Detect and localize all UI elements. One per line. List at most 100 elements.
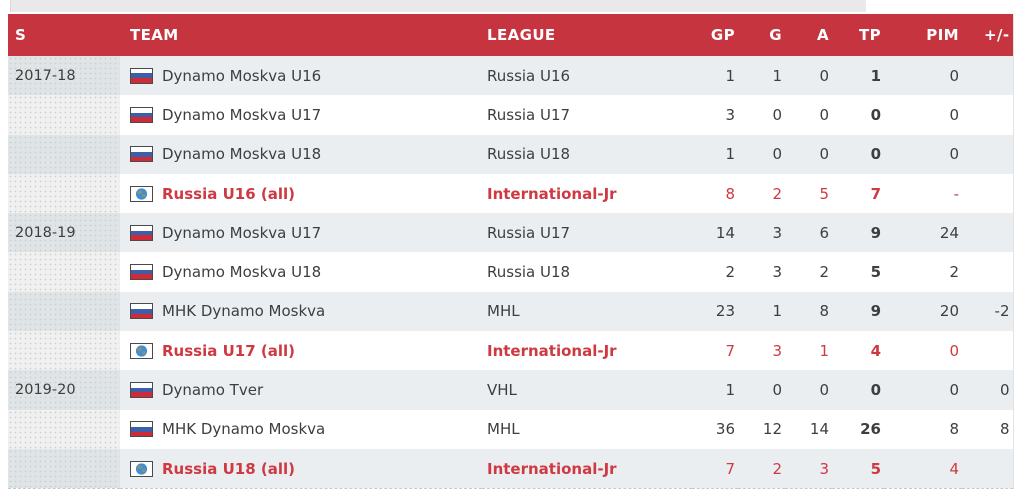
plusminus-cell — [962, 252, 1013, 292]
pim-cell: 4 — [884, 448, 962, 489]
pim-cell: 0 — [884, 331, 962, 371]
goals-cell: 1 — [738, 291, 785, 332]
league-cell: Russia U18 — [482, 252, 692, 292]
team-inner: Russia U16 (all) — [130, 185, 482, 203]
total-points-cell: 1 — [832, 56, 884, 96]
season-cell: 2018-19 — [8, 213, 120, 253]
plusminus-cell — [962, 331, 1013, 371]
assists-cell: 0 — [785, 370, 832, 410]
stats-row: 2019-20 Dynamo Tver VHL 1 0 0 0 0 0 — [8, 370, 1013, 410]
header-g: G — [738, 14, 785, 56]
gp-cell: 3 — [692, 95, 738, 135]
team-link[interactable]: Dynamo Tver — [162, 381, 264, 400]
team-link[interactable]: MHK Dynamo Moskva — [162, 302, 326, 321]
plusminus-cell — [962, 448, 1013, 489]
season-cell — [8, 291, 120, 332]
team-link[interactable]: Russia U17 (all) — [162, 341, 295, 360]
stats-row: Dynamo Moskva U18 Russia U18 2 3 2 5 2 — [8, 252, 1013, 292]
goals-cell: 2 — [738, 448, 785, 489]
pim-cell: 0 — [884, 56, 962, 96]
team-link[interactable]: Dynamo Moskva U18 — [162, 263, 322, 282]
league-link[interactable]: Russia U16 — [487, 66, 571, 85]
stats-header: S TEAM LEAGUE GP G A TP PIM +/- — [8, 14, 1013, 56]
header-gp: GP — [692, 14, 738, 56]
team-cell: Dynamo Moskva U18 — [120, 134, 482, 174]
league-link[interactable]: International-Jr — [487, 341, 617, 360]
team-link[interactable]: Dynamo Moskva U18 — [162, 145, 322, 164]
plusminus-cell: 0 — [962, 370, 1013, 410]
goals-cell: 0 — [738, 95, 785, 135]
team-inner: Russia U18 (all) — [130, 460, 482, 478]
player-stats-table: S TEAM LEAGUE GP G A TP PIM +/- 2017-18 D… — [8, 14, 1014, 490]
season-cell — [8, 448, 120, 489]
team-inner: Dynamo Moskva U17 — [130, 224, 482, 242]
team-cell: Dynamo Moskva U16 — [120, 56, 482, 96]
team-inner: Russia U17 (all) — [130, 342, 482, 360]
league-link[interactable]: Russia U17 — [487, 105, 571, 124]
pim-cell: 20 — [884, 291, 962, 332]
stats-row: MHK Dynamo Moskva MHL 23 1 8 9 20 -2 — [8, 291, 1013, 332]
assists-cell: 6 — [785, 213, 832, 253]
plusminus-cell — [962, 95, 1013, 135]
header-pim: PIM — [884, 14, 962, 56]
league-link[interactable]: Russia U17 — [487, 223, 571, 242]
season-cell — [8, 409, 120, 449]
league-cell: International-Jr — [482, 173, 692, 214]
assists-cell: 3 — [785, 448, 832, 489]
pim-cell: 0 — [884, 134, 962, 174]
total-points-cell: 0 — [832, 370, 884, 410]
team-link[interactable]: Dynamo Moskva U17 — [162, 223, 322, 242]
pim-cell: - — [884, 173, 962, 214]
league-link[interactable]: International-Jr — [487, 459, 617, 478]
header-row: S TEAM LEAGUE GP G A TP PIM +/- — [8, 14, 1013, 56]
pim-cell: 8 — [884, 409, 962, 449]
league-link[interactable]: International-Jr — [487, 184, 617, 203]
team-inner: Dynamo Moskva U16 — [130, 67, 482, 85]
league-link[interactable]: MHL — [487, 302, 520, 321]
stats-body: 2017-18 Dynamo Moskva U16 Russia U16 1 1 0 1 0 D… — [8, 56, 1013, 489]
team-cell: Dynamo Moskva U18 — [120, 252, 482, 292]
team-cell: MHK Dynamo Moskva — [120, 291, 482, 332]
league-link[interactable]: MHL — [487, 420, 520, 439]
header-plusminus: +/- — [962, 14, 1013, 56]
gp-cell: 1 — [692, 370, 738, 410]
league-link[interactable]: VHL — [487, 381, 517, 400]
top-divider — [10, 0, 866, 12]
team-link[interactable]: Russia U16 (all) — [162, 184, 295, 203]
team-link[interactable]: Dynamo Moskva U16 — [162, 66, 322, 85]
gp-cell: 7 — [692, 448, 738, 489]
league-link[interactable]: Russia U18 — [487, 263, 571, 282]
plusminus-cell: 8 — [962, 409, 1013, 449]
assists-cell: 1 — [785, 331, 832, 371]
goals-cell: 2 — [738, 173, 785, 214]
league-cell: Russia U18 — [482, 134, 692, 174]
russia-flag-icon — [130, 303, 153, 320]
league-cell: Russia U16 — [482, 56, 692, 96]
russia-flag-icon — [130, 106, 153, 123]
team-link[interactable]: Dynamo Moskva U17 — [162, 105, 322, 124]
season-cell — [8, 134, 120, 174]
globe-icon — [130, 460, 153, 477]
total-points-cell: 5 — [832, 252, 884, 292]
stats-row: Russia U18 (all) International-Jr 7 2 3 5 4 — [8, 448, 1013, 489]
team-link[interactable]: MHK Dynamo Moskva — [162, 420, 326, 439]
total-points-cell: 0 — [832, 134, 884, 174]
header-tp: TP — [832, 14, 884, 56]
season-cell — [8, 173, 120, 214]
goals-cell: 0 — [738, 370, 785, 410]
header-a: A — [785, 14, 832, 56]
league-link[interactable]: Russia U18 — [487, 145, 571, 164]
stats-row: Dynamo Moskva U18 Russia U18 1 0 0 0 0 — [8, 134, 1013, 174]
team-cell: Dynamo Moskva U17 — [120, 213, 482, 253]
season-cell — [8, 252, 120, 292]
league-cell: Russia U17 — [482, 95, 692, 135]
team-link[interactable]: Russia U18 (all) — [162, 459, 295, 478]
gp-cell: 7 — [692, 331, 738, 371]
goals-cell: 3 — [738, 213, 785, 253]
team-cell: MHK Dynamo Moskva — [120, 409, 482, 449]
team-cell: Russia U17 (all) — [120, 331, 482, 371]
plusminus-cell: -2 — [962, 291, 1013, 332]
team-cell: Dynamo Tver — [120, 370, 482, 410]
russia-flag-icon — [130, 224, 153, 241]
